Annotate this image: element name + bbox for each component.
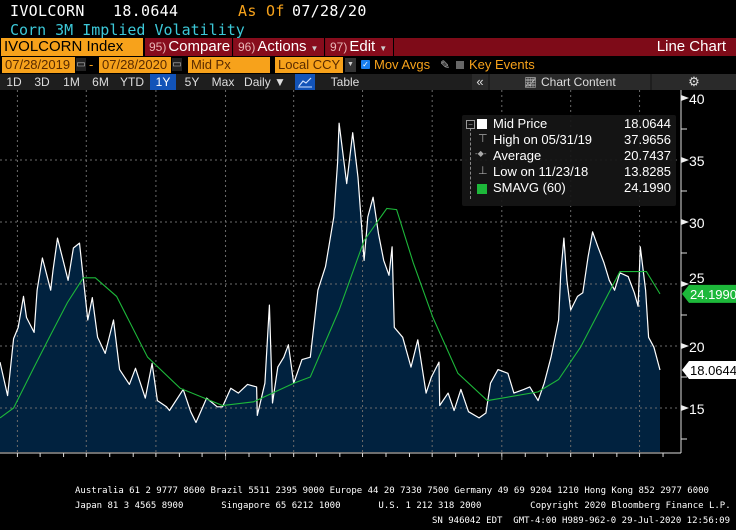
legend-mid-price-label: Mid Price <box>493 116 548 131</box>
table-button[interactable]: Table <box>330 75 360 89</box>
as-of-date: 07/28/20 <box>292 2 367 20</box>
footer-contacts-2: Japan 81 3 4565 8900 Singapore 65 6212 1… <box>75 501 731 511</box>
price-area-fill <box>0 123 660 452</box>
pencil-icon[interactable]: ✎ <box>440 58 451 72</box>
ticker: IVOLCORN <box>10 2 85 20</box>
tab-ytd[interactable]: YTD <box>120 75 144 89</box>
line-chart-icon-graphic <box>298 77 312 88</box>
chevron-down-icon: ▼ <box>379 44 388 53</box>
tab-1m[interactable]: 1M <box>63 75 80 89</box>
key-events-label[interactable]: Key Events <box>469 57 535 72</box>
legend-low-value: 13.8285 <box>624 164 671 179</box>
tab-6m[interactable]: 6M <box>92 75 109 89</box>
mov-avgs-label[interactable]: Mov Avgs <box>374 57 431 72</box>
high-marker-icon: ⊤ <box>478 133 488 145</box>
price-field-select[interactable]: Mid Px <box>188 57 270 73</box>
chart-content-button[interactable]: 📈︎ Chart Content <box>490 74 650 90</box>
actions-button[interactable]: 96) Actions ▼ <box>234 38 325 56</box>
y-tick-marker <box>681 343 689 349</box>
mov-avgs-checkbox[interactable]: ✓ <box>361 60 370 69</box>
tab-1d[interactable]: 1D <box>6 75 22 89</box>
compare-label: Compare <box>168 38 231 55</box>
collapse-button[interactable]: « <box>472 74 488 90</box>
price-series-line <box>0 122 661 424</box>
edit-button[interactable]: 97) Edit ▼ <box>326 38 394 56</box>
security-input[interactable]: IVOLCORN Index <box>1 38 143 56</box>
footer-session-info: SN 946042 EDT GMT-4:00 H989-962-0 29-Jul… <box>432 516 731 526</box>
chart-type-label[interactable]: Line Chart <box>656 38 726 55</box>
legend-sma-value: 24.1990 <box>624 180 671 195</box>
y-tick-label: 20 <box>689 339 705 355</box>
footer-contacts-1: Australia 61 2 9777 8600 Brazil 5511 239… <box>75 486 709 496</box>
chevron-down-icon[interactable]: ▼ <box>345 58 356 72</box>
tab-1y[interactable]: 1Y <box>150 74 176 90</box>
mid-price-swatch <box>477 119 487 129</box>
end-date-input[interactable]: 07/28/2020 <box>99 57 171 73</box>
legend-high-label: High on 05/31/19 <box>493 132 593 147</box>
y-tick-marker <box>681 95 689 101</box>
y-tick-marker <box>681 405 689 411</box>
y-tick-marker <box>681 219 689 225</box>
collapse-icon[interactable]: − <box>466 120 475 129</box>
security-description: Corn 3M Implied Volatility <box>10 21 245 39</box>
actions-label: Actions <box>257 38 307 55</box>
sma-value-tag-label: 24.1990 <box>690 287 736 302</box>
y-tick-label: 15 <box>689 401 705 417</box>
legend-mid-price-value: 18.0644 <box>624 116 671 131</box>
compare-button[interactable]: 95) Compare <box>145 38 233 56</box>
y-tick-label: 40 <box>689 91 705 107</box>
legend-average-label: Average <box>493 148 542 163</box>
edit-label: Edit <box>349 38 376 55</box>
price-value-tag-label: 18.0644 <box>690 363 736 378</box>
edit-num: 97) <box>330 40 348 54</box>
average-marker-icon: -◆- <box>475 149 487 158</box>
y-tick-marker <box>681 157 689 163</box>
tab-5y[interactable]: 5Y <box>184 75 200 89</box>
key-events-checkbox[interactable] <box>456 61 464 69</box>
start-date-input[interactable]: 07/28/2019 <box>2 57 75 73</box>
low-marker-icon: ⊥ <box>478 165 488 177</box>
calendar-icon[interactable]: ▭ <box>76 58 86 71</box>
chart-content-icon: 📈︎ <box>524 78 537 89</box>
chart-content-label: Chart Content <box>540 75 616 89</box>
compare-num: 95) <box>149 40 167 54</box>
legend-high-value: 37.9656 <box>624 132 671 147</box>
actions-num: 96) <box>238 40 256 54</box>
legend-average-value: 20.7437 <box>624 148 671 163</box>
tab-max[interactable]: Max <box>211 75 235 89</box>
frequency-select[interactable]: Daily ▼ <box>244 75 286 89</box>
price-value-tag <box>682 361 736 380</box>
sma-swatch <box>477 184 487 194</box>
as-of-label: As Of <box>238 2 285 20</box>
legend-low-label: Low on 11/23/18 <box>493 164 589 179</box>
date-separator: - <box>89 57 94 72</box>
gear-icon[interactable]: ⚙ <box>652 74 736 90</box>
sma-series-line <box>0 207 661 419</box>
currency-select[interactable]: Local CCY <box>275 57 343 73</box>
legend: − Mid Price 18.0644 ⊤ High on 05/31/19 3… <box>462 115 676 206</box>
tab-3d[interactable]: 3D <box>34 75 50 89</box>
y-tick-marker <box>681 281 689 287</box>
last-value: 18.0644 <box>113 2 179 20</box>
line-chart-icon[interactable] <box>295 74 315 90</box>
y-tick-label: 25 <box>689 270 705 286</box>
chevron-down-icon: ▼ <box>310 44 319 53</box>
y-tick-label: 30 <box>689 215 705 231</box>
legend-sma-label: SMAVG (60) <box>493 180 566 195</box>
legend-tree-line <box>470 123 472 199</box>
sma-value-tag <box>682 284 736 303</box>
calendar-icon[interactable]: ▭ <box>172 58 182 71</box>
y-tick-label: 35 <box>689 153 705 169</box>
